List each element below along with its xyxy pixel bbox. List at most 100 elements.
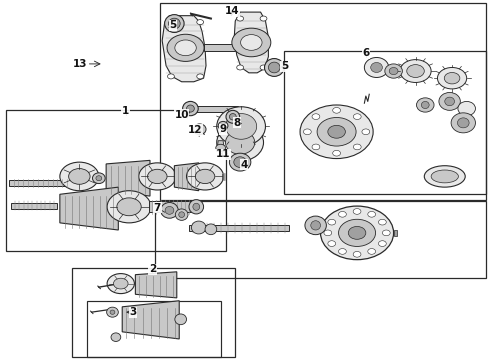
Circle shape (60, 162, 99, 191)
Circle shape (339, 248, 346, 254)
Ellipse shape (93, 173, 105, 184)
Circle shape (312, 144, 320, 150)
Circle shape (260, 16, 267, 21)
Ellipse shape (189, 200, 203, 214)
Bar (155, 202, 486, 278)
Ellipse shape (175, 314, 187, 325)
Circle shape (187, 163, 223, 190)
Bar (6, 111, 225, 251)
Ellipse shape (107, 307, 118, 317)
Ellipse shape (234, 157, 246, 167)
Ellipse shape (110, 310, 115, 314)
Ellipse shape (424, 166, 465, 187)
Circle shape (139, 163, 176, 190)
Circle shape (114, 278, 128, 289)
Text: 8: 8 (234, 118, 241, 128)
Circle shape (324, 230, 332, 236)
Ellipse shape (421, 102, 429, 109)
Circle shape (241, 35, 262, 50)
Text: 10: 10 (174, 110, 189, 120)
Circle shape (328, 219, 336, 225)
Text: 1: 1 (122, 107, 129, 116)
Circle shape (333, 108, 341, 113)
Ellipse shape (371, 63, 382, 72)
Ellipse shape (269, 62, 280, 73)
Ellipse shape (225, 113, 257, 139)
Bar (222, 174, 223, 179)
Ellipse shape (183, 102, 198, 116)
Ellipse shape (389, 67, 398, 75)
Text: 14: 14 (225, 6, 240, 16)
Text: 5: 5 (281, 62, 288, 71)
Bar (203, 44, 235, 51)
Polygon shape (106, 160, 150, 196)
Circle shape (237, 65, 244, 70)
Circle shape (175, 40, 196, 56)
Circle shape (328, 241, 336, 247)
Circle shape (339, 219, 375, 247)
Bar (160, 3, 486, 200)
Circle shape (339, 211, 346, 217)
Circle shape (400, 60, 431, 82)
Text: 3: 3 (129, 307, 137, 317)
Circle shape (167, 34, 204, 62)
Ellipse shape (305, 216, 326, 235)
Ellipse shape (161, 203, 178, 218)
Polygon shape (135, 272, 177, 298)
Ellipse shape (205, 224, 217, 235)
Ellipse shape (111, 333, 121, 342)
Polygon shape (393, 230, 397, 237)
Text: 7: 7 (153, 203, 161, 213)
Ellipse shape (165, 15, 184, 32)
Text: 12: 12 (188, 125, 202, 135)
Circle shape (378, 241, 386, 247)
Polygon shape (60, 187, 118, 230)
Circle shape (117, 198, 141, 216)
Ellipse shape (218, 121, 228, 130)
Circle shape (216, 144, 225, 152)
Circle shape (317, 117, 356, 146)
Ellipse shape (458, 118, 469, 128)
Bar (184, 106, 238, 112)
Text: 9: 9 (220, 124, 227, 134)
Ellipse shape (431, 170, 459, 183)
Text: 5: 5 (169, 20, 176, 30)
Circle shape (196, 169, 215, 184)
Ellipse shape (193, 203, 200, 210)
Bar (149, 202, 192, 212)
Ellipse shape (439, 93, 460, 111)
Circle shape (368, 211, 375, 217)
Ellipse shape (445, 97, 455, 106)
Ellipse shape (217, 107, 266, 146)
Ellipse shape (96, 176, 102, 181)
Ellipse shape (365, 58, 389, 77)
Circle shape (407, 64, 424, 77)
Ellipse shape (217, 124, 264, 161)
Circle shape (237, 16, 244, 21)
Circle shape (348, 226, 366, 239)
Ellipse shape (385, 64, 402, 78)
Circle shape (368, 248, 375, 254)
Circle shape (197, 74, 203, 79)
Ellipse shape (229, 113, 236, 120)
Text: 11: 11 (216, 149, 230, 159)
Circle shape (300, 105, 373, 158)
Circle shape (444, 72, 460, 84)
Text: 2: 2 (149, 264, 156, 274)
Circle shape (333, 150, 341, 156)
Bar (11, 203, 57, 208)
Ellipse shape (179, 212, 185, 217)
Ellipse shape (175, 209, 188, 220)
Ellipse shape (197, 126, 202, 132)
Bar (189, 225, 289, 231)
Circle shape (353, 208, 361, 214)
Bar (87, 301, 220, 357)
Ellipse shape (451, 113, 475, 133)
Bar (9, 180, 72, 186)
Ellipse shape (416, 98, 434, 112)
Circle shape (69, 168, 90, 184)
Ellipse shape (194, 124, 206, 135)
Ellipse shape (169, 18, 180, 29)
Circle shape (168, 74, 174, 79)
Circle shape (378, 219, 386, 225)
